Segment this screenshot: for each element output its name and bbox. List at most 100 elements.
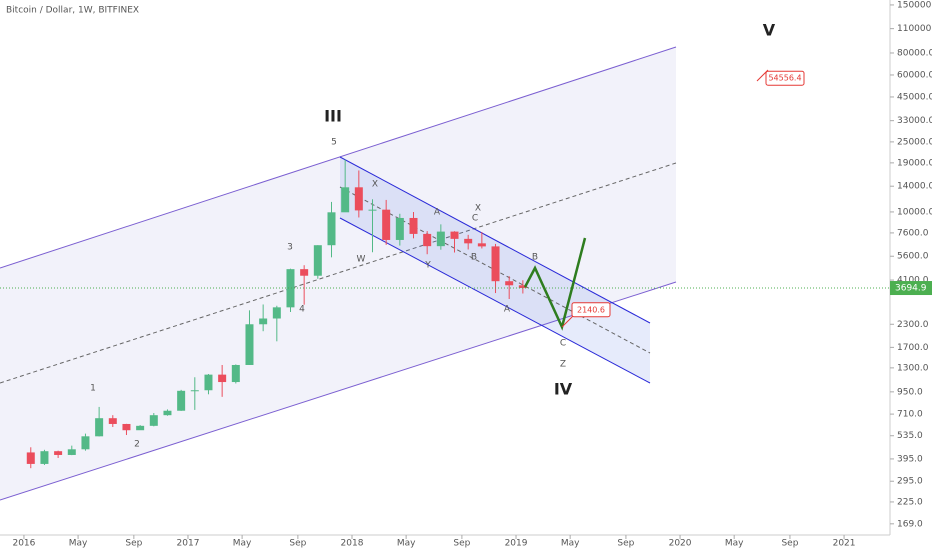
target-box [571,302,611,318]
wave-label: IV [554,380,573,399]
wave-label: 3 [287,243,293,253]
y-tick-label: 395.0 [897,454,923,464]
chart-title: Bitcoin / Dollar, 1W, BITFINEX [6,6,139,16]
last-price-label: 3694.9 [895,284,927,294]
candle-body [95,418,104,437]
y-tick-label: 33000.0 [897,116,932,126]
wave-label: 2 [134,440,140,450]
candle-body [505,281,514,286]
target-label: 2140.6 [577,305,605,314]
candle-body [382,209,391,240]
y-tick-label: 14000.0 [897,182,932,192]
candle-body [477,243,486,247]
x-tick-label: 2019 [505,539,528,549]
wave-label: A [504,305,511,315]
candle-body [26,452,35,464]
y-tick-label: 45000.0 [897,92,932,102]
wave-label: B [532,253,538,263]
wave-label: 5 [331,138,337,148]
candle-body [67,449,76,455]
x-tick-label: 2018 [341,539,364,549]
channel-upper [0,46,677,269]
target-box [765,70,805,86]
candle-body [245,324,254,365]
x-tick-label: Sep [289,539,306,549]
x-tick-label: 2020 [669,539,692,549]
y-tick-label: 169.0 [897,519,923,529]
target-arrow [756,69,769,82]
y-tick-label: 950.0 [897,387,923,397]
y-tick-label: 1700.0 [897,343,929,353]
candle-body [122,423,131,431]
candle-body [40,451,49,464]
wave-label: W [357,255,366,265]
wave-label: 1 [90,384,96,394]
wave-label: X [372,180,378,190]
candle-body [423,233,432,247]
candle-body [218,374,227,383]
y-tick-label: 225.0 [897,497,923,507]
y-tick-label: 1300.0 [897,363,929,373]
candle-body [313,245,322,276]
candle-body [327,212,336,246]
x-tick-label: May [69,539,88,549]
candle-body [231,364,240,383]
x-tick-label: Sep [125,539,142,549]
wave-label: Z [560,360,566,370]
projection-path [523,237,587,331]
wave-label: Y [424,261,431,271]
wave-label: III [324,107,342,126]
candle-body [436,231,445,247]
x-tick-label: Sep [781,539,798,549]
candle-body [341,187,350,213]
candle-body [395,217,404,240]
target-arrow [561,315,574,328]
y-tick-label: 60000.0 [897,70,932,80]
candle-body [149,415,158,426]
x-tick-label: 2021 [833,539,856,549]
down-channel-upper [339,156,651,324]
candle-body [354,187,363,211]
x-tick-label: 2017 [177,539,200,549]
wave-label: A [434,208,441,218]
candle-body [286,269,295,308]
channel-fill [0,47,676,500]
y-tick-label: 150000.0 [897,0,932,10]
y-tick-label: 5600.0 [897,252,929,262]
wave-label: C [560,339,566,349]
y-tick-label: 19000.0 [897,158,932,168]
y-tick-label: 10000.0 [897,207,932,217]
wave-label: 4 [299,305,305,315]
y-tick-label: 710.0 [897,410,923,420]
candle-body [464,238,473,244]
y-tick-label: 295.0 [897,477,923,487]
y-tick-label: 4100.0 [897,276,929,286]
candle-body [177,390,186,411]
x-tick-label: Sep [617,539,634,549]
candle-body [259,318,268,325]
target-label: 54556.4 [768,74,801,83]
candle-body [491,246,500,282]
candle-body [108,418,117,424]
x-tick-label: May [561,539,580,549]
candle-body [272,307,281,319]
candle-body [204,374,213,391]
candle-body [54,451,63,455]
y-tick-label: 110000.0 [897,24,932,34]
y-tick-label: 7600.0 [897,228,929,238]
candle-body [300,269,309,276]
candle-body [136,425,145,431]
candle-body [409,217,418,234]
y-tick-label: 2300.0 [897,320,929,330]
last-price-tag [890,281,932,296]
y-tick-label: 535.0 [897,431,923,441]
wave-label: C [472,214,478,224]
y-tick-label: 80000.0 [897,48,932,58]
wave-label: B [471,253,477,263]
x-tick-label: May [397,539,416,549]
x-tick-label: May [233,539,252,549]
x-tick-label: 2016 [12,539,35,549]
